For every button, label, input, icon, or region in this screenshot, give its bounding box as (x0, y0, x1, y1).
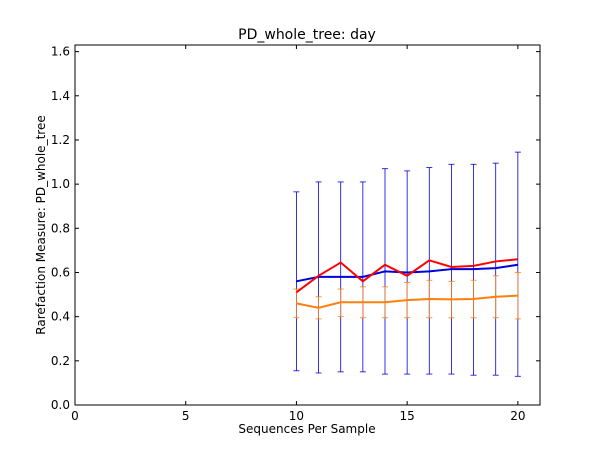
chart-title: PD_whole_tree: day (238, 27, 376, 43)
x-tick-label: 20 (510, 409, 525, 423)
y-tick-label: 0.0 (51, 398, 70, 412)
error-bar-series-0 (492, 162, 499, 376)
y-tick-label: 0.8 (51, 221, 70, 235)
y-tick-label: 1.6 (51, 45, 70, 59)
x-tick-label: 15 (400, 409, 415, 423)
plot-frame (74, 44, 541, 406)
series-line-0 (296, 263, 519, 283)
y-tick-label: 0.6 (51, 265, 70, 279)
x-tick-label: 10 (289, 409, 304, 423)
y-tick-label: 1.4 (51, 89, 70, 103)
y-axis-title: Rarefaction Measure: PD_whole_tree (34, 115, 48, 334)
x-axis-title: Sequences Per Sample (238, 422, 375, 436)
series-line-1 (295, 258, 518, 294)
y-tick-label: 0.2 (51, 354, 70, 368)
error-bar-series-0 (514, 151, 521, 377)
y-tick-label: 1.2 (51, 133, 70, 147)
x-tick-label: 0 (71, 409, 79, 423)
y-tick-label: 0.4 (51, 310, 70, 324)
series-line-2 (296, 294, 518, 309)
x-tick-label: 5 (182, 409, 190, 423)
y-tick-label: 1.0 (51, 177, 70, 191)
